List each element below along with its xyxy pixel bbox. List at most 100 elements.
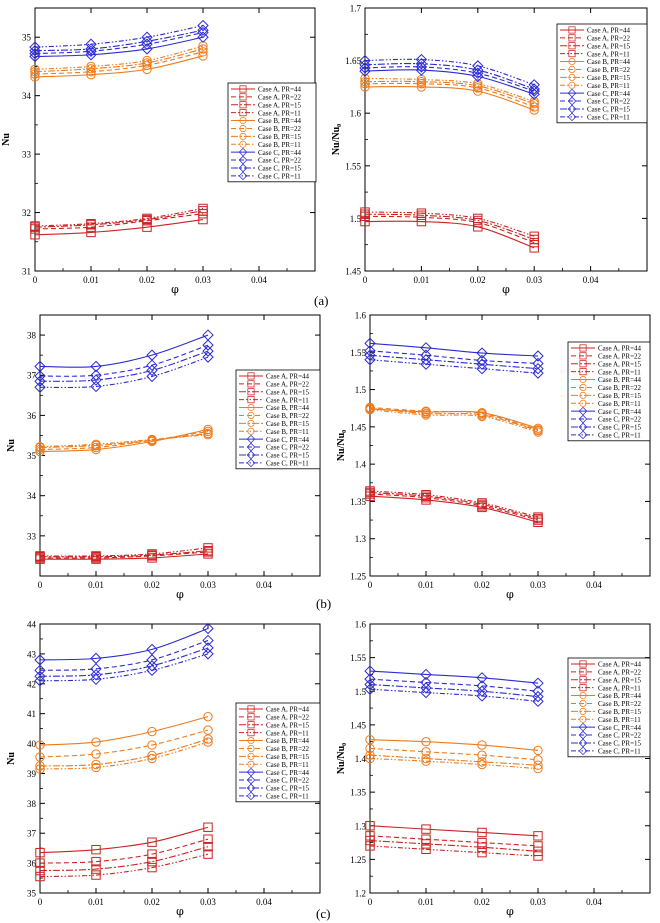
x-axis-label: φ (506, 905, 514, 918)
series-line (39, 356, 209, 389)
data-point (35, 764, 45, 774)
legend-label: Case A, PR=44 (266, 373, 310, 381)
series (35, 429, 213, 452)
series-line (39, 434, 209, 448)
data-point (30, 67, 40, 77)
series (364, 673, 544, 697)
x-tick-label: 0.02 (470, 275, 486, 285)
legend-marker (239, 93, 247, 101)
x-axis-label: φ (176, 905, 184, 918)
legend-marker (568, 73, 576, 81)
y-tick-label: 31 (22, 267, 31, 277)
series-line (34, 48, 204, 73)
series-line (39, 647, 209, 677)
legend-label: Case C, PR=22 (587, 98, 631, 106)
data-point (147, 862, 157, 873)
y-tick-label: 34 (27, 491, 37, 501)
legend-label: Case B, PR=11 (598, 716, 641, 724)
x-tick-label: 0.03 (530, 580, 546, 590)
legend-marker (247, 380, 255, 388)
y-tick-label: 41 (27, 709, 36, 719)
series (29, 19, 209, 53)
legend-label: Case A, PR=11 (587, 50, 630, 58)
legend-label: Case C, PR=11 (587, 113, 630, 121)
data-point (473, 86, 483, 96)
legend-marker (579, 699, 587, 707)
data-point (472, 60, 484, 72)
data-point (35, 858, 45, 868)
series-line (34, 45, 204, 70)
y-tick-label: 1.4 (355, 460, 367, 470)
legend-label: Case B, PR=22 (587, 66, 631, 74)
series (365, 753, 543, 774)
legend-label: Case C, PR=22 (598, 416, 642, 424)
series-line (364, 58, 535, 86)
data-point (197, 31, 209, 43)
x-tick-label: 0 (368, 897, 373, 907)
x-tick-label: 0.01 (418, 897, 434, 907)
data-point (90, 374, 102, 386)
legend-label: Case B, PR=22 (266, 745, 310, 753)
legend-label: Case B, PR=44 (266, 737, 310, 745)
x-axis-label: φ (171, 283, 179, 296)
legend-label: Case B, PR=22 (266, 412, 310, 420)
legend-label: Case B, PR=11 (266, 428, 309, 436)
x-axis-label: φ (506, 588, 514, 601)
legend-marker (239, 132, 247, 140)
data-point (476, 347, 488, 359)
series-line (364, 211, 535, 237)
series (365, 491, 543, 528)
series (360, 73, 539, 107)
y-tick-label: 33 (27, 531, 37, 541)
data-point (91, 762, 101, 773)
series (35, 734, 213, 771)
legend-label: Case B, PR=15 (598, 392, 642, 400)
data-point (147, 434, 157, 445)
series-line (364, 80, 535, 105)
legend-marker (239, 117, 247, 125)
y-tick-label: 1.45 (350, 422, 366, 432)
series-line (39, 430, 209, 451)
data-point (365, 486, 375, 496)
series-line (39, 334, 209, 368)
data-point (365, 750, 375, 760)
data-point (532, 362, 544, 375)
y-tick-label: 44 (27, 620, 37, 630)
data-point (35, 847, 45, 858)
legend-label: Case B, PR=22 (258, 125, 302, 133)
legend-marker (579, 360, 587, 368)
legend-marker (238, 171, 248, 181)
legend-label: Case A, PR=15 (266, 388, 310, 396)
legend-marker (579, 692, 587, 700)
x-tick-label: 0.03 (530, 897, 546, 907)
data-point (35, 752, 45, 762)
y-tick-label: 39 (27, 769, 37, 779)
data-point (203, 725, 213, 735)
legend-label: Case B, PR=44 (598, 692, 642, 700)
data-point (360, 207, 370, 217)
series (365, 831, 543, 851)
data-point (477, 759, 487, 770)
legend-label: Case A, PR=11 (258, 109, 301, 117)
y-axis-label: Nu (1, 133, 12, 146)
data-point (533, 512, 543, 522)
legend-marker (247, 729, 255, 737)
legend-marker (239, 109, 247, 117)
y-tick-label: 1.65 (345, 56, 361, 66)
x-tick-label: 0.01 (88, 580, 104, 590)
data-point (364, 337, 376, 350)
series-line (369, 757, 539, 770)
series (365, 841, 543, 861)
series (35, 737, 213, 774)
series-line (369, 407, 539, 432)
legend-label: Case B, PR=11 (598, 400, 641, 408)
data-point (34, 675, 46, 687)
series-line (369, 835, 539, 847)
data-point (203, 834, 213, 844)
y-tick-label: 1.25 (350, 855, 366, 865)
legend-label: Case C, PR=44 (258, 149, 302, 157)
x-tick-label: 0.02 (139, 275, 155, 285)
data-point (473, 213, 483, 224)
